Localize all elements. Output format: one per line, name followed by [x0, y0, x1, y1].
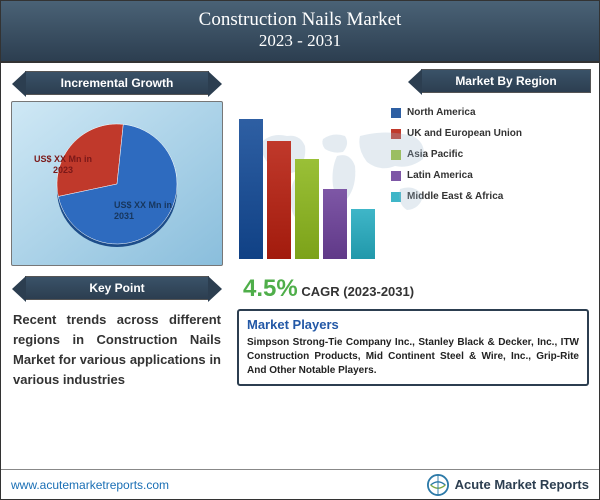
cagr-label: CAGR	[301, 284, 339, 299]
region-bar	[323, 189, 347, 259]
pie-label-2031: US$ XX Mn in2031	[114, 200, 172, 222]
content-area: Incremental Growth US$ XX Mn in2023 US$ …	[1, 63, 599, 458]
incremental-growth-ribbon: Incremental Growth	[25, 71, 209, 95]
header: Construction Nails Market 2023 - 2031	[1, 1, 599, 63]
pie-chart-box: US$ XX Mn in2023 US$ XX Mn in2031	[11, 101, 223, 266]
key-point-ribbon: Key Point	[25, 276, 209, 300]
region-bar	[239, 119, 263, 259]
region-bar	[267, 141, 291, 259]
cagr-value: 4.5%	[243, 275, 298, 302]
footer-url[interactable]: www.acutemarketreports.com	[11, 478, 169, 492]
growth-pie-chart	[52, 119, 182, 249]
market-by-region-ribbon: Market By Region	[421, 69, 591, 93]
pie-label-2023: US$ XX Mn in2023	[34, 154, 92, 176]
region-bars-area	[235, 99, 385, 269]
market-players-heading: Market Players	[247, 317, 579, 332]
footer-logo: Acute Market Reports	[427, 474, 589, 496]
footer: www.acutemarketreports.com Acute Market …	[1, 469, 599, 499]
region-chart-box: North AmericaUK and European UnionAsia P…	[235, 99, 591, 269]
region-bar	[351, 209, 375, 259]
header-years: 2023 - 2031	[1, 31, 599, 51]
page-title: Construction Nails Market	[1, 9, 599, 31]
region-bar	[295, 159, 319, 259]
logo-icon	[427, 474, 449, 496]
market-players-text: Simpson Strong-Tie Company Inc., Stanley…	[247, 336, 579, 378]
market-players-box: Market Players Simpson Strong-Tie Compan…	[237, 309, 589, 386]
right-column: Market By Region North AmericaUK and Eur…	[231, 63, 599, 458]
cagr-period: (2023-2031)	[343, 284, 414, 299]
logo-text: Acute Market Reports	[455, 477, 589, 492]
region-bars	[239, 119, 375, 259]
cagr-row: 4.5% CAGR (2023-2031)	[243, 275, 591, 303]
left-column: Incremental Growth US$ XX Mn in2023 US$ …	[1, 63, 231, 458]
key-point-text: Recent trends across different regions i…	[11, 306, 223, 391]
